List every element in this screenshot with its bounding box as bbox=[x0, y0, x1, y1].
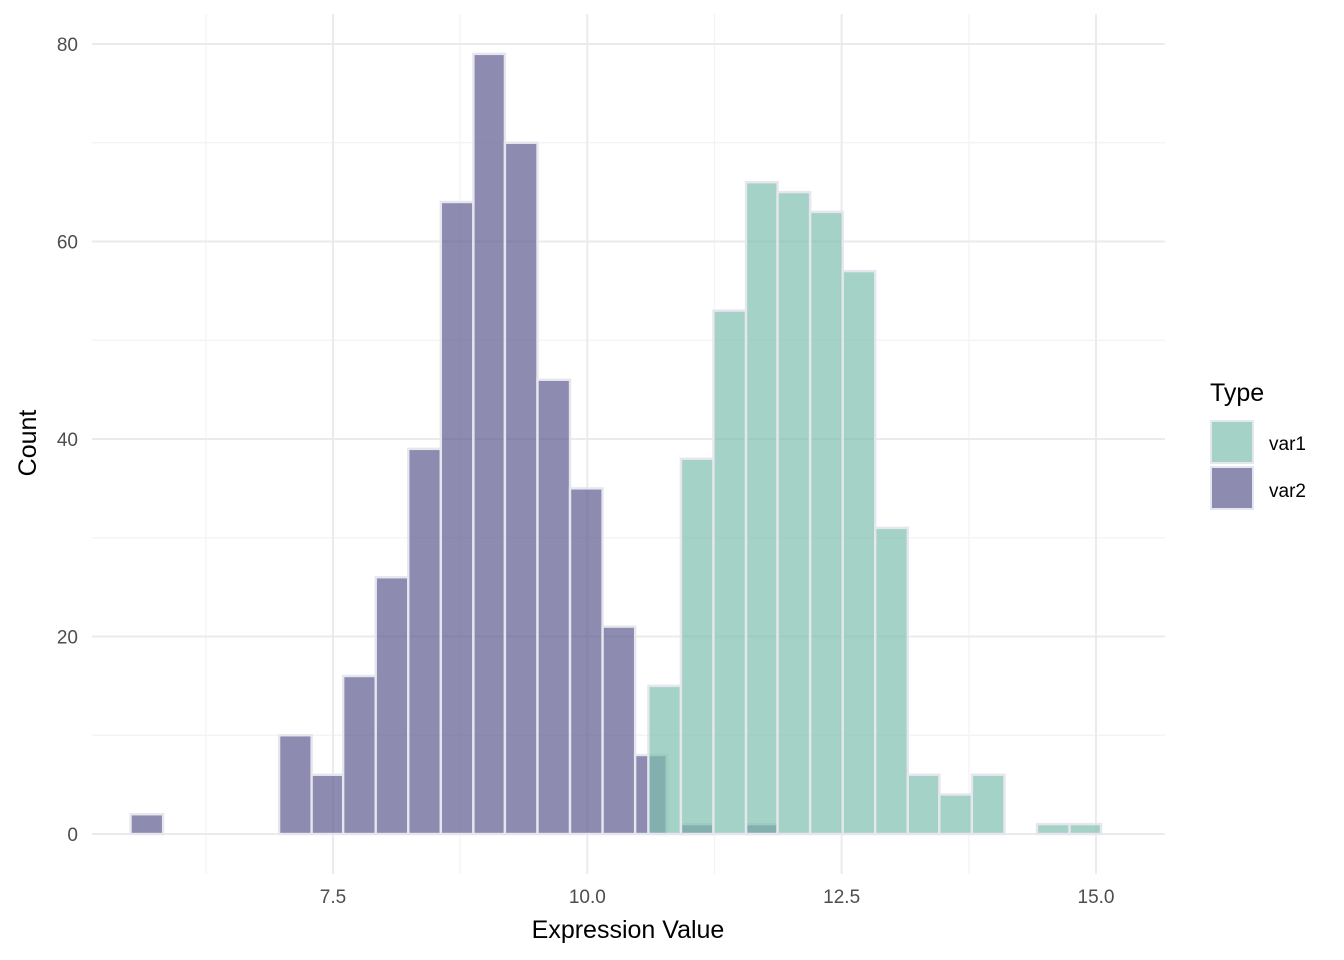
bar-var1 bbox=[1068, 822, 1103, 836]
x-tick-label: 15.0 bbox=[1078, 887, 1115, 908]
bar-var2 bbox=[536, 378, 572, 836]
bar-var2 bbox=[601, 625, 637, 836]
bar-var2 bbox=[129, 813, 165, 836]
y-axis-title: Count bbox=[14, 410, 42, 477]
bar-var1 bbox=[841, 269, 877, 836]
bar-var1 bbox=[679, 457, 715, 836]
bar-var1 bbox=[970, 773, 1006, 836]
y-tick-label: 20 bbox=[57, 628, 78, 649]
bar-var2 bbox=[374, 576, 410, 836]
bar-var1 bbox=[874, 526, 909, 836]
x-tick-label: 12.5 bbox=[823, 887, 860, 908]
bar-var2 bbox=[439, 200, 475, 836]
bar-var1 bbox=[808, 210, 844, 836]
legend-swatch-var2 bbox=[1210, 466, 1254, 510]
legend-label-var1: var1 bbox=[1269, 434, 1306, 455]
legend-title: Type bbox=[1210, 379, 1264, 407]
legend-swatch-var1 bbox=[1210, 420, 1254, 464]
bar-var2 bbox=[472, 52, 507, 836]
series-var2-bars bbox=[129, 52, 779, 836]
y-tick-label: 0 bbox=[67, 825, 78, 846]
axis-ticks: 7.5 10.0 12.5 15.0 0 20 40 60 80 bbox=[57, 35, 1115, 908]
bar-var1 bbox=[744, 181, 779, 836]
x-tick-label: 7.5 bbox=[320, 887, 346, 908]
x-tick-label: 10.0 bbox=[569, 887, 606, 908]
bar-var2 bbox=[407, 447, 443, 836]
bar-var2 bbox=[277, 734, 313, 836]
legend-label-var2: var2 bbox=[1269, 481, 1306, 502]
y-tick-label: 60 bbox=[57, 233, 78, 254]
bar-var1 bbox=[906, 773, 941, 836]
bar-var1 bbox=[1035, 822, 1071, 836]
bar-var2 bbox=[341, 674, 377, 836]
series-var1-bars bbox=[647, 181, 1103, 836]
bar-var1 bbox=[938, 793, 974, 836]
bar-var1 bbox=[647, 684, 683, 836]
bar-var1 bbox=[712, 309, 748, 836]
bar-var1 bbox=[776, 190, 812, 836]
y-tick-label: 80 bbox=[57, 35, 78, 56]
x-axis-title: Expression Value bbox=[532, 916, 725, 944]
y-tick-label: 40 bbox=[57, 430, 78, 451]
legend: Type var1 var2 bbox=[1210, 379, 1306, 510]
bar-var2 bbox=[503, 141, 539, 836]
bar-var2 bbox=[310, 773, 345, 836]
bar-var2 bbox=[568, 487, 604, 836]
